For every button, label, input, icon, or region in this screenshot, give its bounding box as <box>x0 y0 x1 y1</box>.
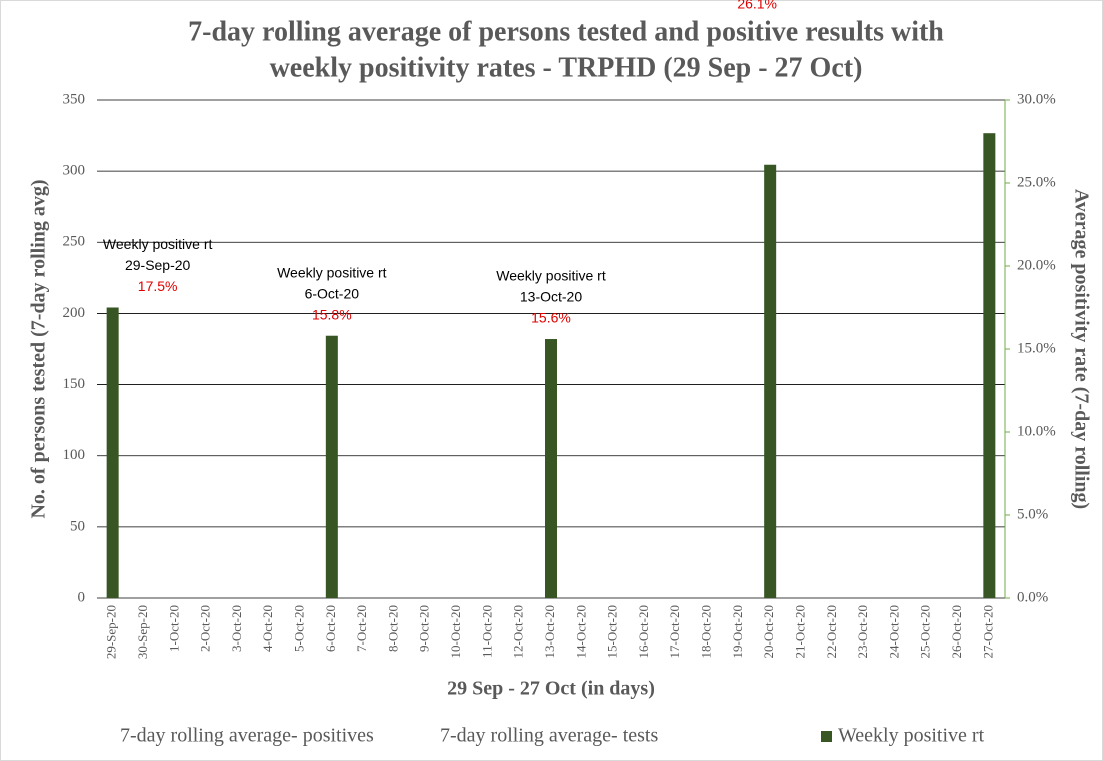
x-tick-label: 15-Oct-20 <box>605 605 620 658</box>
x-tick-label: 20-Oct-20 <box>761 605 776 658</box>
y-tick-label: 0 <box>78 589 86 605</box>
x-tick-label: 5-Oct-20 <box>292 605 307 652</box>
y2-tick-label: 25.0% <box>1017 174 1056 190</box>
y2-tick-label: 15.0% <box>1017 340 1056 356</box>
data-label-date: 29-Sep-20 <box>125 257 191 273</box>
data-label-date: 13-Oct-20 <box>520 289 582 305</box>
y2-axis-label: Average positivity rate (7-day rolling) <box>1070 189 1092 509</box>
x-tick-label: 30-Sep-20 <box>135 605 150 659</box>
data-label: 26.1% <box>737 0 777 11</box>
bar <box>983 133 996 598</box>
x-tick-label: 6-Oct-20 <box>323 605 338 652</box>
y2-tick-label: 30.0% <box>1017 91 1056 107</box>
x-tick-label: 3-Oct-20 <box>229 605 244 652</box>
chart-title: 7-day rolling average of persons tested … <box>188 16 944 47</box>
data-label-name: Weekly positive rt <box>496 268 606 284</box>
data-label: 17.5% <box>138 278 178 294</box>
x-tick-label: 7-Oct-20 <box>354 605 369 652</box>
bar <box>764 164 777 599</box>
legend-label: 7-day rolling average- positives <box>120 725 374 747</box>
x-tick-label: 27-Oct-20 <box>980 605 995 658</box>
y-tick-label: 350 <box>63 91 86 107</box>
x-tick-label: 18-Oct-20 <box>699 605 714 658</box>
x-tick-label: 1-Oct-20 <box>166 605 181 652</box>
legend-label: 7-day rolling average- tests <box>440 725 658 747</box>
x-axis-label: 29 Sep - 27 Oct (in days) <box>447 678 655 700</box>
x-tick-label: 21-Oct-20 <box>792 605 807 658</box>
x-tick-label: 13-Oct-20 <box>542 605 557 658</box>
y-tick-label: 300 <box>63 163 86 179</box>
y2-tick-label: 0.0% <box>1017 589 1048 605</box>
data-label: 15.8% <box>312 306 352 322</box>
bar <box>545 339 557 598</box>
x-tick-label: 25-Oct-20 <box>918 605 933 658</box>
x-tick-label: 4-Oct-20 <box>260 605 275 652</box>
x-tick-label: 24-Oct-20 <box>886 605 901 658</box>
x-tick-label: 10-Oct-20 <box>448 605 463 658</box>
x-tick-label: 26-Oct-20 <box>949 605 964 658</box>
y2-tick-label: 5.0% <box>1017 506 1048 522</box>
x-tick-label: 11-Oct-20 <box>479 605 494 658</box>
bar <box>106 307 119 598</box>
chart-title: weekly positivity rates - TRPHD (29 Sep … <box>270 52 863 83</box>
x-tick-label: 14-Oct-20 <box>573 605 588 658</box>
data-label-date: 6-Oct-20 <box>305 285 360 301</box>
y-tick-label: 100 <box>63 447 86 463</box>
y2-tick-label: 10.0% <box>1017 423 1056 439</box>
x-tick-label: 2-Oct-20 <box>198 605 213 652</box>
bar <box>325 335 338 598</box>
y-tick-label: 200 <box>63 305 86 321</box>
y-axis-label: No. of persons tested (7-day rolling avg… <box>28 179 50 518</box>
x-tick-label: 9-Oct-20 <box>417 605 432 652</box>
x-tick-label: 23-Oct-20 <box>855 605 870 658</box>
data-label-name: Weekly positive rt <box>277 264 387 280</box>
y-tick-label: 50 <box>70 518 85 534</box>
x-tick-label: 17-Oct-20 <box>667 605 682 658</box>
y2-tick-label: 20.0% <box>1017 257 1056 273</box>
data-label: 15.6% <box>531 310 571 326</box>
x-tick-label: 19-Oct-20 <box>730 605 745 658</box>
data-label-name: Weekly positive rt <box>103 236 213 252</box>
x-tick-label: 29-Sep-20 <box>104 605 119 659</box>
x-tick-label: 12-Oct-20 <box>511 605 526 658</box>
y-tick-label: 150 <box>63 376 86 392</box>
y-tick-label: 250 <box>63 234 86 250</box>
x-tick-label: 22-Oct-20 <box>824 605 839 658</box>
x-tick-label: 16-Oct-20 <box>636 605 651 658</box>
legend-swatch <box>821 731 832 742</box>
legend-label: Weekly positive rt <box>838 725 985 747</box>
x-tick-label: 8-Oct-20 <box>385 605 400 652</box>
